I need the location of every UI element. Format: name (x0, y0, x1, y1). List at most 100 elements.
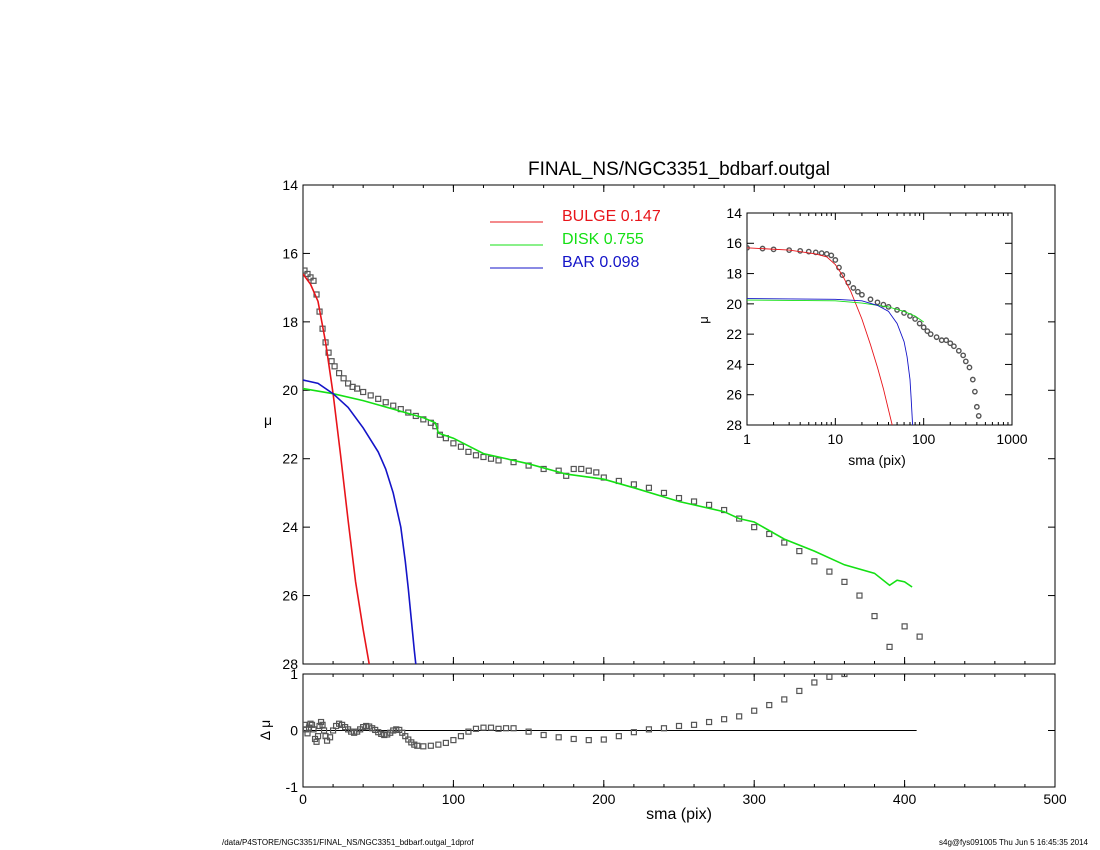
main-data-point (705, 501, 713, 509)
resid-ytick-label: -1 (286, 779, 299, 795)
resid-data-point (525, 728, 532, 735)
main-data-point (600, 474, 607, 481)
main-data-point (310, 277, 317, 284)
main-data-point (660, 489, 668, 497)
main-data-point (487, 455, 495, 462)
main-data-point (495, 457, 502, 464)
resid-ylabel: Δ μ (257, 720, 273, 741)
main-data-point (325, 349, 332, 356)
inset-data-point (832, 257, 839, 263)
main-data-point (578, 465, 585, 473)
main-data-point (593, 469, 600, 476)
main-data-point (901, 623, 908, 630)
main-data-point (886, 643, 893, 650)
inset-ytick-label: 28 (726, 417, 742, 433)
inset-series-bar (747, 298, 914, 425)
resid-data-point (502, 725, 510, 732)
inset-xlabel: sma (pix) (848, 452, 906, 468)
main-ytick-label: 28 (282, 656, 298, 672)
main-data-point (751, 524, 758, 531)
main-data-point (871, 612, 878, 620)
inset-xtick-label: 100 (912, 431, 936, 447)
legend-label-disk: DISK 0.755 (562, 231, 644, 248)
main-series-bar (303, 379, 417, 664)
inset-xtick-label: 1000 (996, 431, 1027, 447)
inset-data-point (839, 272, 846, 278)
main-data-point (354, 385, 361, 392)
main-data-point (766, 530, 773, 538)
main-data-point (480, 453, 487, 461)
inset-ytick-label: 18 (726, 265, 742, 281)
resid-data-point (480, 724, 487, 731)
inset-data-point (966, 364, 973, 371)
main-series-bulge (303, 273, 370, 664)
inset-data-point (933, 334, 940, 341)
inset-series-disk (747, 299, 924, 323)
main-ytick-label: 16 (282, 245, 298, 261)
inset-data-point (973, 403, 980, 410)
chart-title: FINAL_NS/NGC3351_bdbarf.outgal (528, 159, 830, 180)
resid-xtick-label: 400 (893, 791, 917, 807)
main-data-layer (303, 267, 923, 664)
resid-data-point (690, 721, 698, 728)
main-data-point (675, 494, 683, 502)
inset-data-point (850, 285, 857, 291)
main-data-point (916, 633, 923, 640)
resid-data-point (310, 726, 317, 733)
resid-data-point (414, 742, 421, 749)
main-data-point (382, 399, 389, 406)
inset-data-point (874, 299, 881, 306)
resid-data-point (427, 742, 434, 749)
inset-data-point (962, 358, 969, 365)
main-data-point (796, 547, 803, 555)
inset-data-point (947, 340, 954, 347)
footer-timestamp: s4g@fys091005 Thu Jun 5 16:45:35 2014 (939, 838, 1088, 847)
main-ytick-label: 26 (282, 587, 298, 603)
main-ytick-label: 22 (282, 451, 298, 467)
inset-data-layer (747, 244, 982, 425)
resid-data-point (472, 725, 480, 732)
main-data-point (450, 440, 457, 447)
resid-data-point (465, 728, 472, 735)
main-ytick-label: 14 (282, 177, 298, 193)
resid-data-point (540, 731, 547, 739)
main-data-point (335, 370, 343, 377)
inset-data-point (828, 252, 835, 259)
resid-data-point (841, 674, 848, 678)
resid-xtick-label: 500 (1043, 791, 1067, 807)
main-data-point (811, 558, 818, 565)
inset-data-point (812, 249, 819, 256)
main-data-point (690, 498, 698, 505)
resid-data-point (320, 727, 328, 734)
resid-xtick-label: 100 (442, 791, 466, 807)
inset-data-point (920, 324, 927, 331)
main-data-point (360, 388, 367, 396)
resid-data-point (442, 739, 449, 747)
resid-data-point (826, 674, 833, 680)
main-data-point (781, 539, 788, 546)
resid-data-layer (303, 674, 848, 750)
inset-series-bulge (747, 247, 893, 425)
resid-data-point (615, 733, 622, 740)
main-data-point (856, 592, 863, 599)
inset-data-point (924, 328, 931, 335)
main-series-disk (303, 387, 913, 588)
inset-data-point (880, 301, 887, 308)
resid-data-point (570, 735, 577, 743)
inset-frame (746, 212, 1013, 426)
main-ytick-label: 18 (282, 314, 298, 330)
main-data-point (826, 568, 833, 575)
main-data-point (585, 467, 592, 474)
inset-data-point (912, 316, 919, 322)
legend-label-bar: BAR 0.098 (562, 254, 639, 271)
resid-data-point (645, 726, 653, 733)
resid-ytick-label: 0 (290, 722, 298, 738)
resid-data-point (420, 743, 427, 750)
inset-data-point (854, 288, 861, 295)
resid-data-point (450, 737, 457, 744)
main-data-point (367, 392, 374, 399)
main-data-point (645, 484, 653, 491)
resid-ytick-label: 1 (290, 666, 298, 682)
resid-data-point (796, 687, 803, 695)
resid-xlabel: sma (pix) (646, 806, 712, 823)
